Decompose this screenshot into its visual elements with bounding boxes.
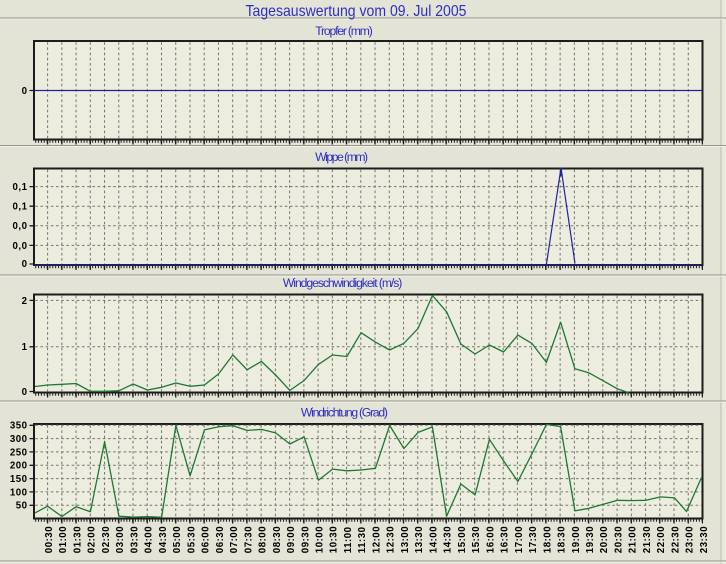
svg-text:17:30: 17:30 <box>528 526 539 553</box>
svg-text:10:30: 10:30 <box>329 526 340 553</box>
svg-text:08:30: 08:30 <box>272 526 283 553</box>
svg-text:07:30: 07:30 <box>243 526 254 553</box>
svg-text:11:30: 11:30 <box>357 526 368 553</box>
svg-text:14:00: 14:00 <box>428 526 439 553</box>
svg-text:20:00: 20:00 <box>599 526 610 553</box>
svg-text:05:00: 05:00 <box>172 526 183 553</box>
svg-text:Tagesauswertung vom 09. Jul 20: Tagesauswertung vom 09. Jul 2005 <box>246 3 467 20</box>
svg-text:18:00: 18:00 <box>542 526 553 553</box>
svg-text:18:30: 18:30 <box>557 526 568 553</box>
svg-text:13:30: 13:30 <box>414 526 425 553</box>
svg-text:04:00: 04:00 <box>144 526 155 553</box>
svg-text:02:30: 02:30 <box>101 526 112 553</box>
svg-text:16:30: 16:30 <box>500 526 511 553</box>
svg-text:02:00: 02:00 <box>87 526 98 553</box>
svg-text:2: 2 <box>22 296 28 307</box>
svg-text:0,1: 0,1 <box>13 202 28 213</box>
svg-text:150: 150 <box>10 474 28 485</box>
svg-text:13:00: 13:00 <box>400 526 411 553</box>
svg-text:19:00: 19:00 <box>571 526 582 553</box>
svg-text:21:30: 21:30 <box>642 526 653 553</box>
svg-text:12:30: 12:30 <box>386 526 397 553</box>
svg-text:06:00: 06:00 <box>201 526 212 553</box>
svg-text:19:30: 19:30 <box>585 526 596 553</box>
svg-text:0,1: 0,1 <box>13 182 28 193</box>
svg-text:03:00: 03:00 <box>115 526 126 553</box>
svg-text:300: 300 <box>10 434 28 445</box>
svg-text:0: 0 <box>22 387 28 398</box>
svg-text:17:00: 17:00 <box>514 526 525 553</box>
svg-text:10:00: 10:00 <box>315 526 326 553</box>
svg-text:15:30: 15:30 <box>471 526 482 553</box>
svg-text:Windgeschwindigkeit (m/s): Windgeschwindigkeit (m/s) <box>283 276 403 290</box>
svg-text:11:00: 11:00 <box>343 526 354 553</box>
svg-text:Tropfer (mm): Tropfer (mm) <box>315 24 373 38</box>
svg-text:00:30: 00:30 <box>44 526 55 553</box>
svg-text:01:00: 01:00 <box>58 526 69 553</box>
svg-text:15:00: 15:00 <box>457 526 468 553</box>
svg-text:0,0: 0,0 <box>13 241 28 252</box>
svg-text:01:30: 01:30 <box>72 526 83 553</box>
svg-text:07:00: 07:00 <box>229 526 240 553</box>
svg-text:23:00: 23:00 <box>685 526 696 553</box>
svg-text:Wippe (mm): Wippe (mm) <box>315 150 368 164</box>
svg-text:23:30: 23:30 <box>699 526 710 553</box>
svg-text:22:30: 22:30 <box>670 526 681 553</box>
svg-text:20:30: 20:30 <box>613 526 624 553</box>
svg-text:22:00: 22:00 <box>656 526 667 553</box>
svg-text:16:00: 16:00 <box>485 526 496 553</box>
svg-text:0,0: 0,0 <box>13 221 28 232</box>
svg-text:05:30: 05:30 <box>186 526 197 553</box>
svg-text:250: 250 <box>10 447 28 458</box>
svg-text:100: 100 <box>10 487 28 498</box>
svg-text:50: 50 <box>16 501 28 512</box>
svg-text:09:00: 09:00 <box>286 526 297 553</box>
svg-text:04:30: 04:30 <box>158 526 169 553</box>
svg-text:21:00: 21:00 <box>628 526 639 553</box>
svg-text:200: 200 <box>10 461 28 472</box>
svg-text:Windrichtung (Grad): Windrichtung (Grad) <box>301 406 388 420</box>
svg-text:03:30: 03:30 <box>129 526 140 553</box>
svg-text:1: 1 <box>22 342 28 353</box>
svg-text:09:30: 09:30 <box>300 526 311 553</box>
svg-text:0: 0 <box>22 86 28 97</box>
svg-text:350: 350 <box>10 421 28 432</box>
svg-text:14:30: 14:30 <box>443 526 454 553</box>
svg-text:0: 0 <box>22 259 28 270</box>
svg-text:08:00: 08:00 <box>258 526 269 553</box>
svg-text:12:00: 12:00 <box>371 526 382 553</box>
svg-text:06:30: 06:30 <box>215 526 226 553</box>
